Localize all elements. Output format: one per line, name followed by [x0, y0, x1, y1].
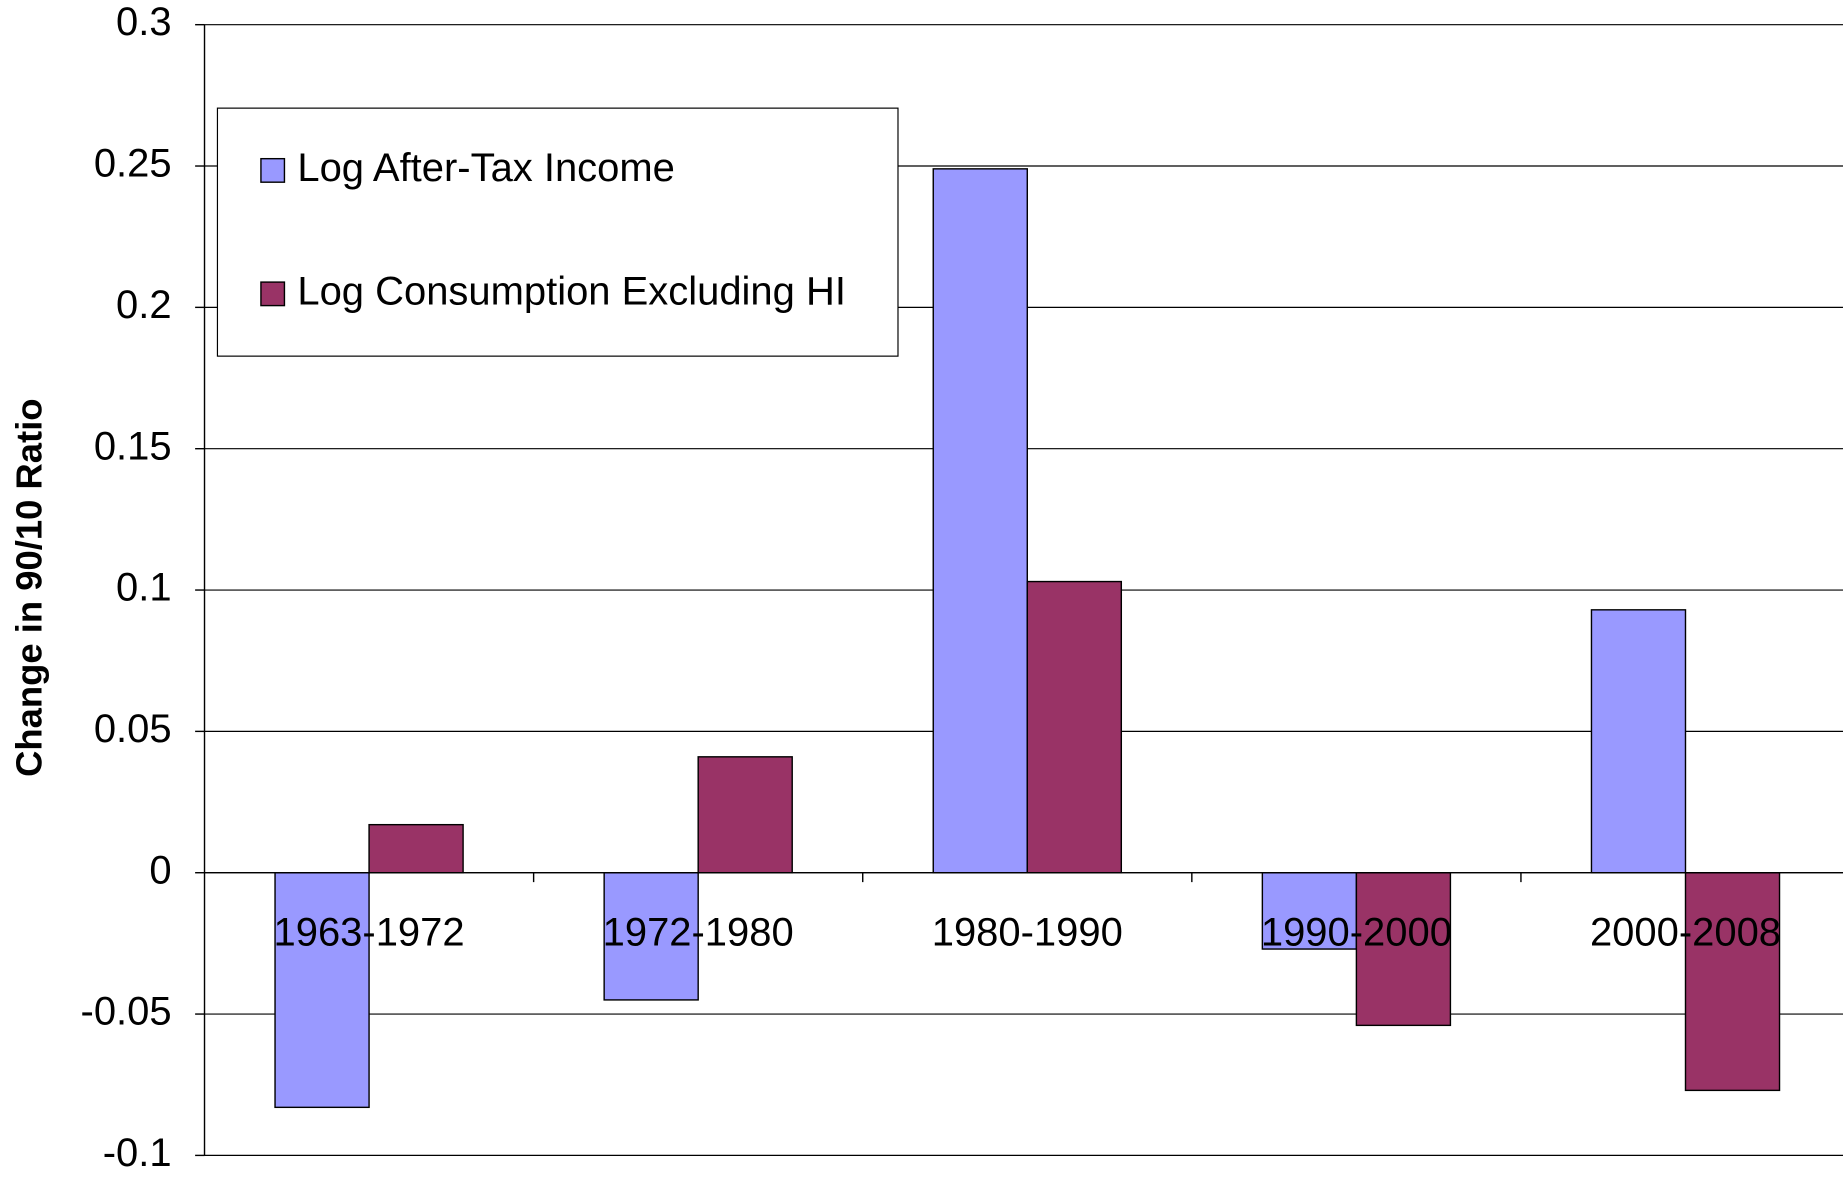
bar	[1590, 609, 1687, 874]
bar	[1261, 872, 1358, 950]
y-tick-label: -0.1	[103, 1131, 172, 1175]
y-tick-label: 0.25	[94, 142, 172, 186]
legend-box	[216, 107, 899, 357]
bar	[932, 168, 1028, 874]
y-tick-label: 0.1	[116, 566, 172, 610]
x-tick-label: 1972-1980	[603, 911, 794, 955]
bar	[1355, 872, 1452, 1027]
y-axis-title: Change in 90/10 Ratio	[8, 398, 49, 776]
bar	[1684, 872, 1781, 1092]
y-tick-label: 0.3	[116, 0, 172, 44]
legend-label: Log After-Tax Income	[297, 146, 675, 190]
x-tick-label: 1980-1990	[932, 911, 1123, 955]
y-tick-label: 0	[149, 848, 171, 892]
x-tick-label: 1963-1972	[274, 911, 465, 955]
legend-label: Log Consumption Excluding HI	[297, 269, 846, 313]
x-tick-label: 2000-2008	[1590, 911, 1781, 955]
y-tick-label: 0.2	[116, 283, 172, 327]
bar	[368, 823, 464, 874]
y-tick-label: 0.15	[94, 424, 172, 468]
legend-swatch	[260, 157, 286, 183]
y-tick-label: -0.05	[81, 990, 172, 1034]
y-tick-label: 0.05	[94, 707, 172, 751]
legend-swatch	[260, 281, 286, 307]
x-tick-label: 1990-2000	[1261, 911, 1452, 955]
bar	[274, 872, 370, 1109]
bar	[1026, 580, 1123, 874]
plot-root: Change in 90/10 Ratio -0.1 -0.05 0 0.05 0.1 0…	[8, 0, 1843, 1175]
bar	[697, 756, 793, 874]
